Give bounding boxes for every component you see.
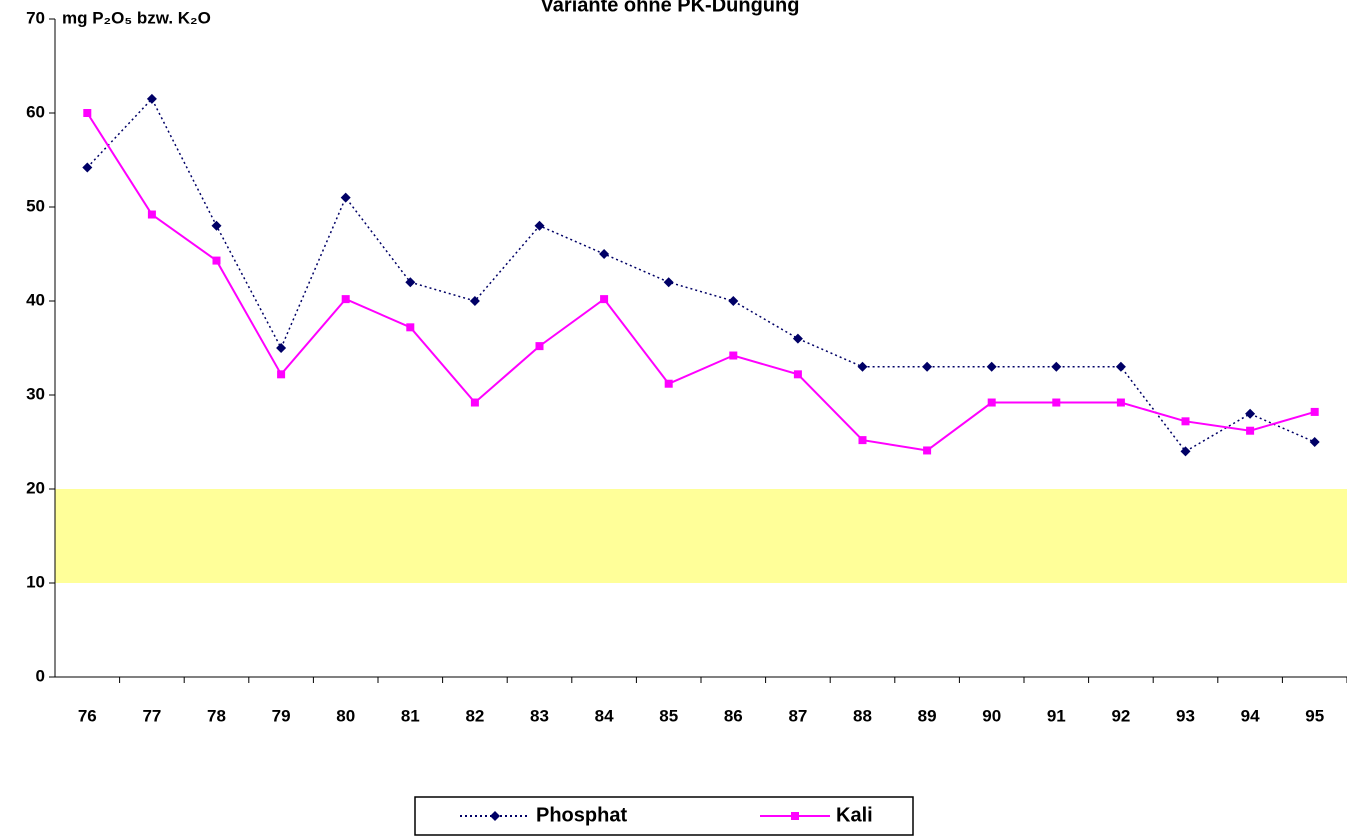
data-point [469, 296, 480, 306]
data-point [340, 192, 351, 203]
y-tick-label: 0 [36, 666, 45, 685]
x-tick-label: 87 [788, 706, 807, 725]
x-tick-label: 80 [336, 706, 355, 725]
x-tick-label: 86 [724, 706, 743, 725]
data-point [1309, 437, 1320, 447]
data-point [277, 370, 286, 379]
y-tick-label: 40 [26, 290, 45, 309]
data-point [793, 370, 802, 379]
legend-marker [490, 811, 500, 821]
data-point [1245, 408, 1256, 419]
data-point [82, 162, 93, 173]
data-point [1310, 407, 1319, 416]
data-point [212, 256, 221, 265]
x-tick-label: 79 [272, 706, 291, 725]
legend-label: Phosphat [536, 804, 627, 826]
x-tick-label: 82 [465, 706, 484, 725]
data-point [923, 446, 932, 455]
data-point [535, 342, 544, 351]
x-tick-label: 94 [1241, 706, 1260, 725]
data-point [470, 398, 479, 407]
data-point [146, 93, 157, 104]
y-axis-label: mg P₂O₅ bzw. K₂O [62, 8, 211, 27]
x-tick-label: 91 [1047, 706, 1066, 725]
data-point [1181, 417, 1190, 426]
data-point [211, 220, 222, 231]
legend: Phosphat Kali [414, 796, 914, 836]
x-tick-label: 88 [853, 706, 872, 725]
data-point [83, 109, 92, 117]
data-point [729, 351, 738, 360]
data-point [728, 296, 739, 306]
x-tick-label: 76 [78, 706, 97, 725]
series-line [86, 97, 1316, 453]
data-point [1115, 361, 1126, 372]
data-point [1180, 446, 1191, 457]
data-point [276, 343, 287, 353]
data-point [405, 277, 416, 288]
data-point [147, 210, 156, 219]
data-point [792, 333, 803, 344]
x-tick-label: 95 [1305, 706, 1324, 725]
data-point [600, 295, 609, 304]
data-point [1116, 398, 1125, 407]
x-tick-label: 77 [142, 706, 161, 725]
data-point [1246, 426, 1255, 435]
legend-label: Kali [836, 804, 873, 826]
x-tick-label: 92 [1111, 706, 1130, 725]
y-tick-label: 30 [26, 384, 45, 403]
x-tick-label: 83 [530, 706, 549, 725]
legend-marker [791, 812, 799, 820]
data-point [663, 277, 674, 288]
x-tick-label: 81 [401, 706, 420, 725]
x-tick-label: 84 [595, 706, 614, 725]
data-point [986, 361, 997, 372]
data-point [1052, 398, 1061, 407]
x-tick-label: 89 [918, 706, 937, 725]
y-tick-label: 70 [26, 8, 45, 27]
data-point [664, 379, 673, 388]
y-tick-label: 20 [26, 478, 45, 497]
data-point [406, 323, 415, 332]
x-tick-label: 90 [982, 706, 1001, 725]
data-point [599, 249, 610, 259]
chart-title: Variante ohne PK-Düngung [541, 0, 800, 16]
data-point [857, 361, 868, 372]
x-tick-label: 93 [1176, 706, 1195, 725]
data-point [858, 436, 867, 445]
series-line [86, 112, 1315, 452]
y-tick-label: 60 [26, 102, 45, 121]
data-point [534, 220, 545, 231]
y-tick-label: 10 [26, 572, 45, 591]
data-point [922, 361, 933, 372]
y-tick-label: 50 [26, 196, 45, 215]
x-tick-label: 85 [659, 706, 678, 725]
data-point [341, 295, 350, 304]
data-point [1051, 361, 1062, 372]
x-tick-label: 78 [207, 706, 226, 725]
data-point [987, 398, 996, 407]
target-band [55, 489, 1347, 583]
